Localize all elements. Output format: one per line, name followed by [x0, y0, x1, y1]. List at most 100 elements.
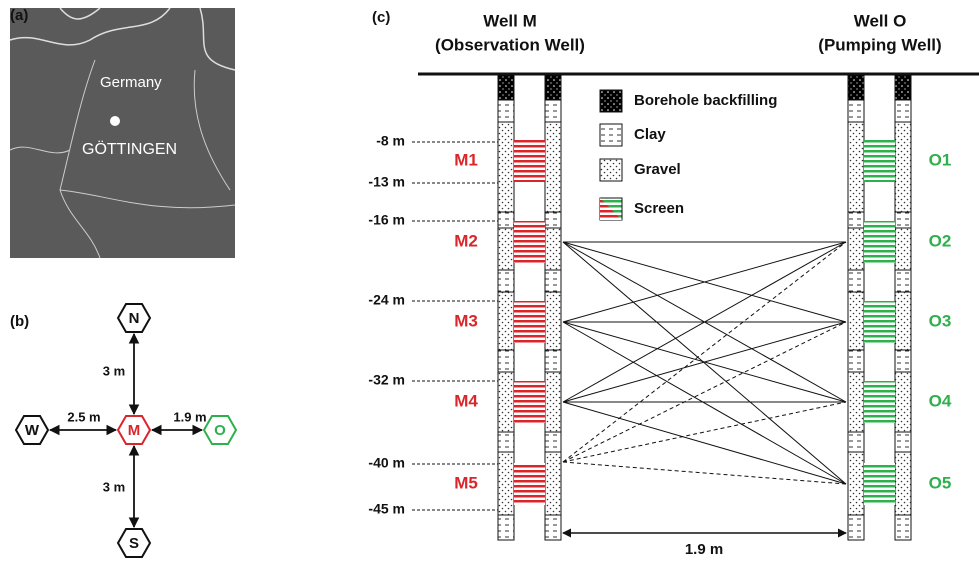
screen-label: O1	[929, 150, 952, 169]
connection	[562, 461, 847, 485]
spacing-label: 1.9 m	[685, 541, 723, 558]
node-label: S	[129, 535, 139, 552]
screen-label: O4	[929, 391, 952, 410]
connection	[562, 321, 847, 485]
screen	[514, 301, 545, 343]
screen	[864, 221, 895, 263]
clay	[847, 99, 865, 123]
connection	[562, 401, 847, 463]
clay	[497, 211, 515, 229]
clay	[847, 211, 865, 229]
legend-icon	[599, 123, 623, 147]
screen-label: O3	[929, 311, 952, 330]
clay	[894, 431, 912, 453]
legend-icon	[600, 198, 622, 220]
depth-label: -45 m	[368, 501, 405, 517]
clay	[497, 269, 515, 293]
clay	[847, 349, 865, 373]
node-label: W	[25, 422, 40, 439]
depth-label: -16 m	[368, 212, 405, 228]
clay	[497, 431, 515, 453]
well-subtitle: (Pumping Well)	[818, 35, 941, 54]
clay	[497, 514, 515, 541]
panel-label: (b)	[10, 313, 29, 330]
distance-label: 1.9 m	[173, 409, 206, 424]
coastline	[9, 7, 236, 71]
map: Germany GÖTTINGEN	[9, 7, 236, 259]
well-subtitle: (Observation Well)	[435, 35, 585, 54]
clay	[847, 269, 865, 293]
depth-label: -40 m	[368, 455, 405, 471]
gravel	[847, 99, 865, 541]
hexagon	[116, 303, 152, 333]
city-dot	[110, 116, 120, 126]
clay	[544, 349, 562, 373]
country-label: Germany	[100, 74, 162, 91]
clay	[894, 349, 912, 373]
depth-label: -8 m	[376, 133, 405, 149]
screen	[864, 381, 895, 423]
connection	[562, 321, 847, 463]
clay	[894, 514, 912, 541]
clay	[847, 514, 865, 541]
clay	[544, 99, 562, 123]
screen	[864, 463, 895, 505]
screen	[514, 463, 545, 505]
legend-label: Clay	[634, 126, 666, 143]
depth-label: -24 m	[368, 292, 405, 308]
legend-icon	[599, 89, 623, 113]
clay	[497, 349, 515, 373]
screen-label: O2	[929, 231, 952, 250]
connection	[562, 241, 847, 463]
screen-label: M1	[454, 150, 478, 169]
screen-label: M2	[454, 231, 478, 250]
connection	[562, 241, 847, 485]
clay	[544, 514, 562, 541]
screen-label: M5	[454, 473, 478, 492]
map-land	[10, 8, 235, 258]
clay	[544, 431, 562, 453]
backfill	[544, 74, 562, 101]
connection	[562, 321, 847, 403]
diagram-elements: N W M O S 3 m 2.5 m 1.9 m 3 m M1 O1 M2 O2 M3 O3 M4 O4 M5 O…	[14, 74, 952, 558]
legend-icon	[599, 158, 623, 182]
hexagon	[116, 415, 152, 445]
distance-label: 3 m	[103, 363, 125, 378]
clay	[894, 211, 912, 229]
screen	[514, 140, 545, 182]
screen-label: M3	[454, 311, 478, 330]
backfill	[847, 74, 865, 101]
connection	[562, 241, 847, 323]
city-label: GÖTTINGEN	[82, 140, 177, 158]
node-label: O	[214, 422, 226, 439]
screen-label: O5	[929, 473, 952, 492]
depth-label: -32 m	[368, 372, 405, 388]
clay	[544, 269, 562, 293]
connection	[562, 241, 847, 403]
screen	[514, 381, 545, 423]
node-label: N	[129, 310, 140, 327]
clay	[894, 269, 912, 293]
clay	[544, 211, 562, 229]
backfill	[894, 74, 912, 101]
legend-label: Gravel	[634, 161, 681, 178]
gravel	[497, 99, 515, 541]
hexagon	[202, 415, 238, 445]
screen	[864, 301, 895, 343]
depth-label: -13 m	[368, 174, 405, 190]
connection	[562, 401, 847, 485]
clay	[847, 431, 865, 453]
node-label: M	[128, 422, 141, 439]
well-title: Well M	[483, 11, 537, 30]
hexagon	[14, 415, 50, 445]
distance-label: 3 m	[103, 479, 125, 494]
backfill	[497, 74, 515, 101]
clay	[497, 99, 515, 123]
well-title: Well O	[854, 11, 907, 30]
gravel	[544, 99, 562, 541]
hexagon	[116, 528, 152, 558]
panel-label: (c)	[372, 9, 390, 26]
screen	[514, 221, 545, 263]
gravel	[894, 99, 912, 541]
